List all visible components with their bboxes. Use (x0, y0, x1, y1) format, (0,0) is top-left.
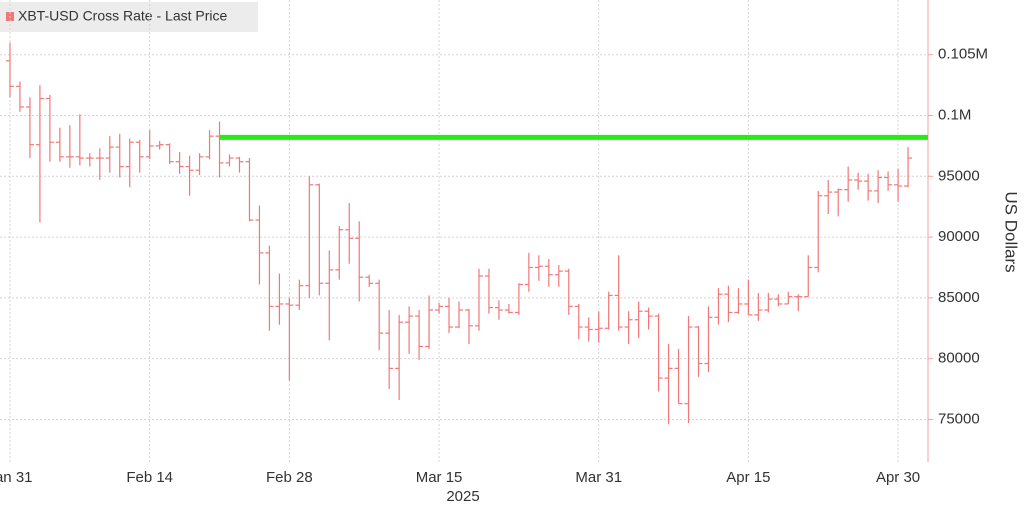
x-tick-label: Apr 15 (726, 469, 770, 486)
legend-box (0, 2, 258, 32)
y-tick-label: 85000 (938, 289, 980, 306)
x-tick-label: Jan 31 (0, 469, 33, 486)
y-tick-label: 0.1M (938, 106, 971, 123)
x-tick-label: Mar 15 (416, 469, 463, 486)
y-tick-label: 75000 (938, 410, 980, 427)
x-tick-label: Feb 28 (266, 469, 313, 486)
legend-label: XBT-USD Cross Rate - Last Price (18, 8, 227, 24)
y-tick-label: 90000 (938, 228, 980, 245)
x-tick-label: Feb 14 (126, 469, 173, 486)
y-axis-label: US Dollars (1002, 191, 1021, 272)
x-tick-label: Mar 31 (575, 469, 622, 486)
x-year-label: 2025 (446, 488, 479, 505)
x-tick-label: Apr 30 (876, 469, 920, 486)
y-tick-label: 80000 (938, 350, 980, 367)
y-tick-label: 0.105M (938, 46, 988, 63)
y-tick-label: 95000 (938, 167, 980, 184)
